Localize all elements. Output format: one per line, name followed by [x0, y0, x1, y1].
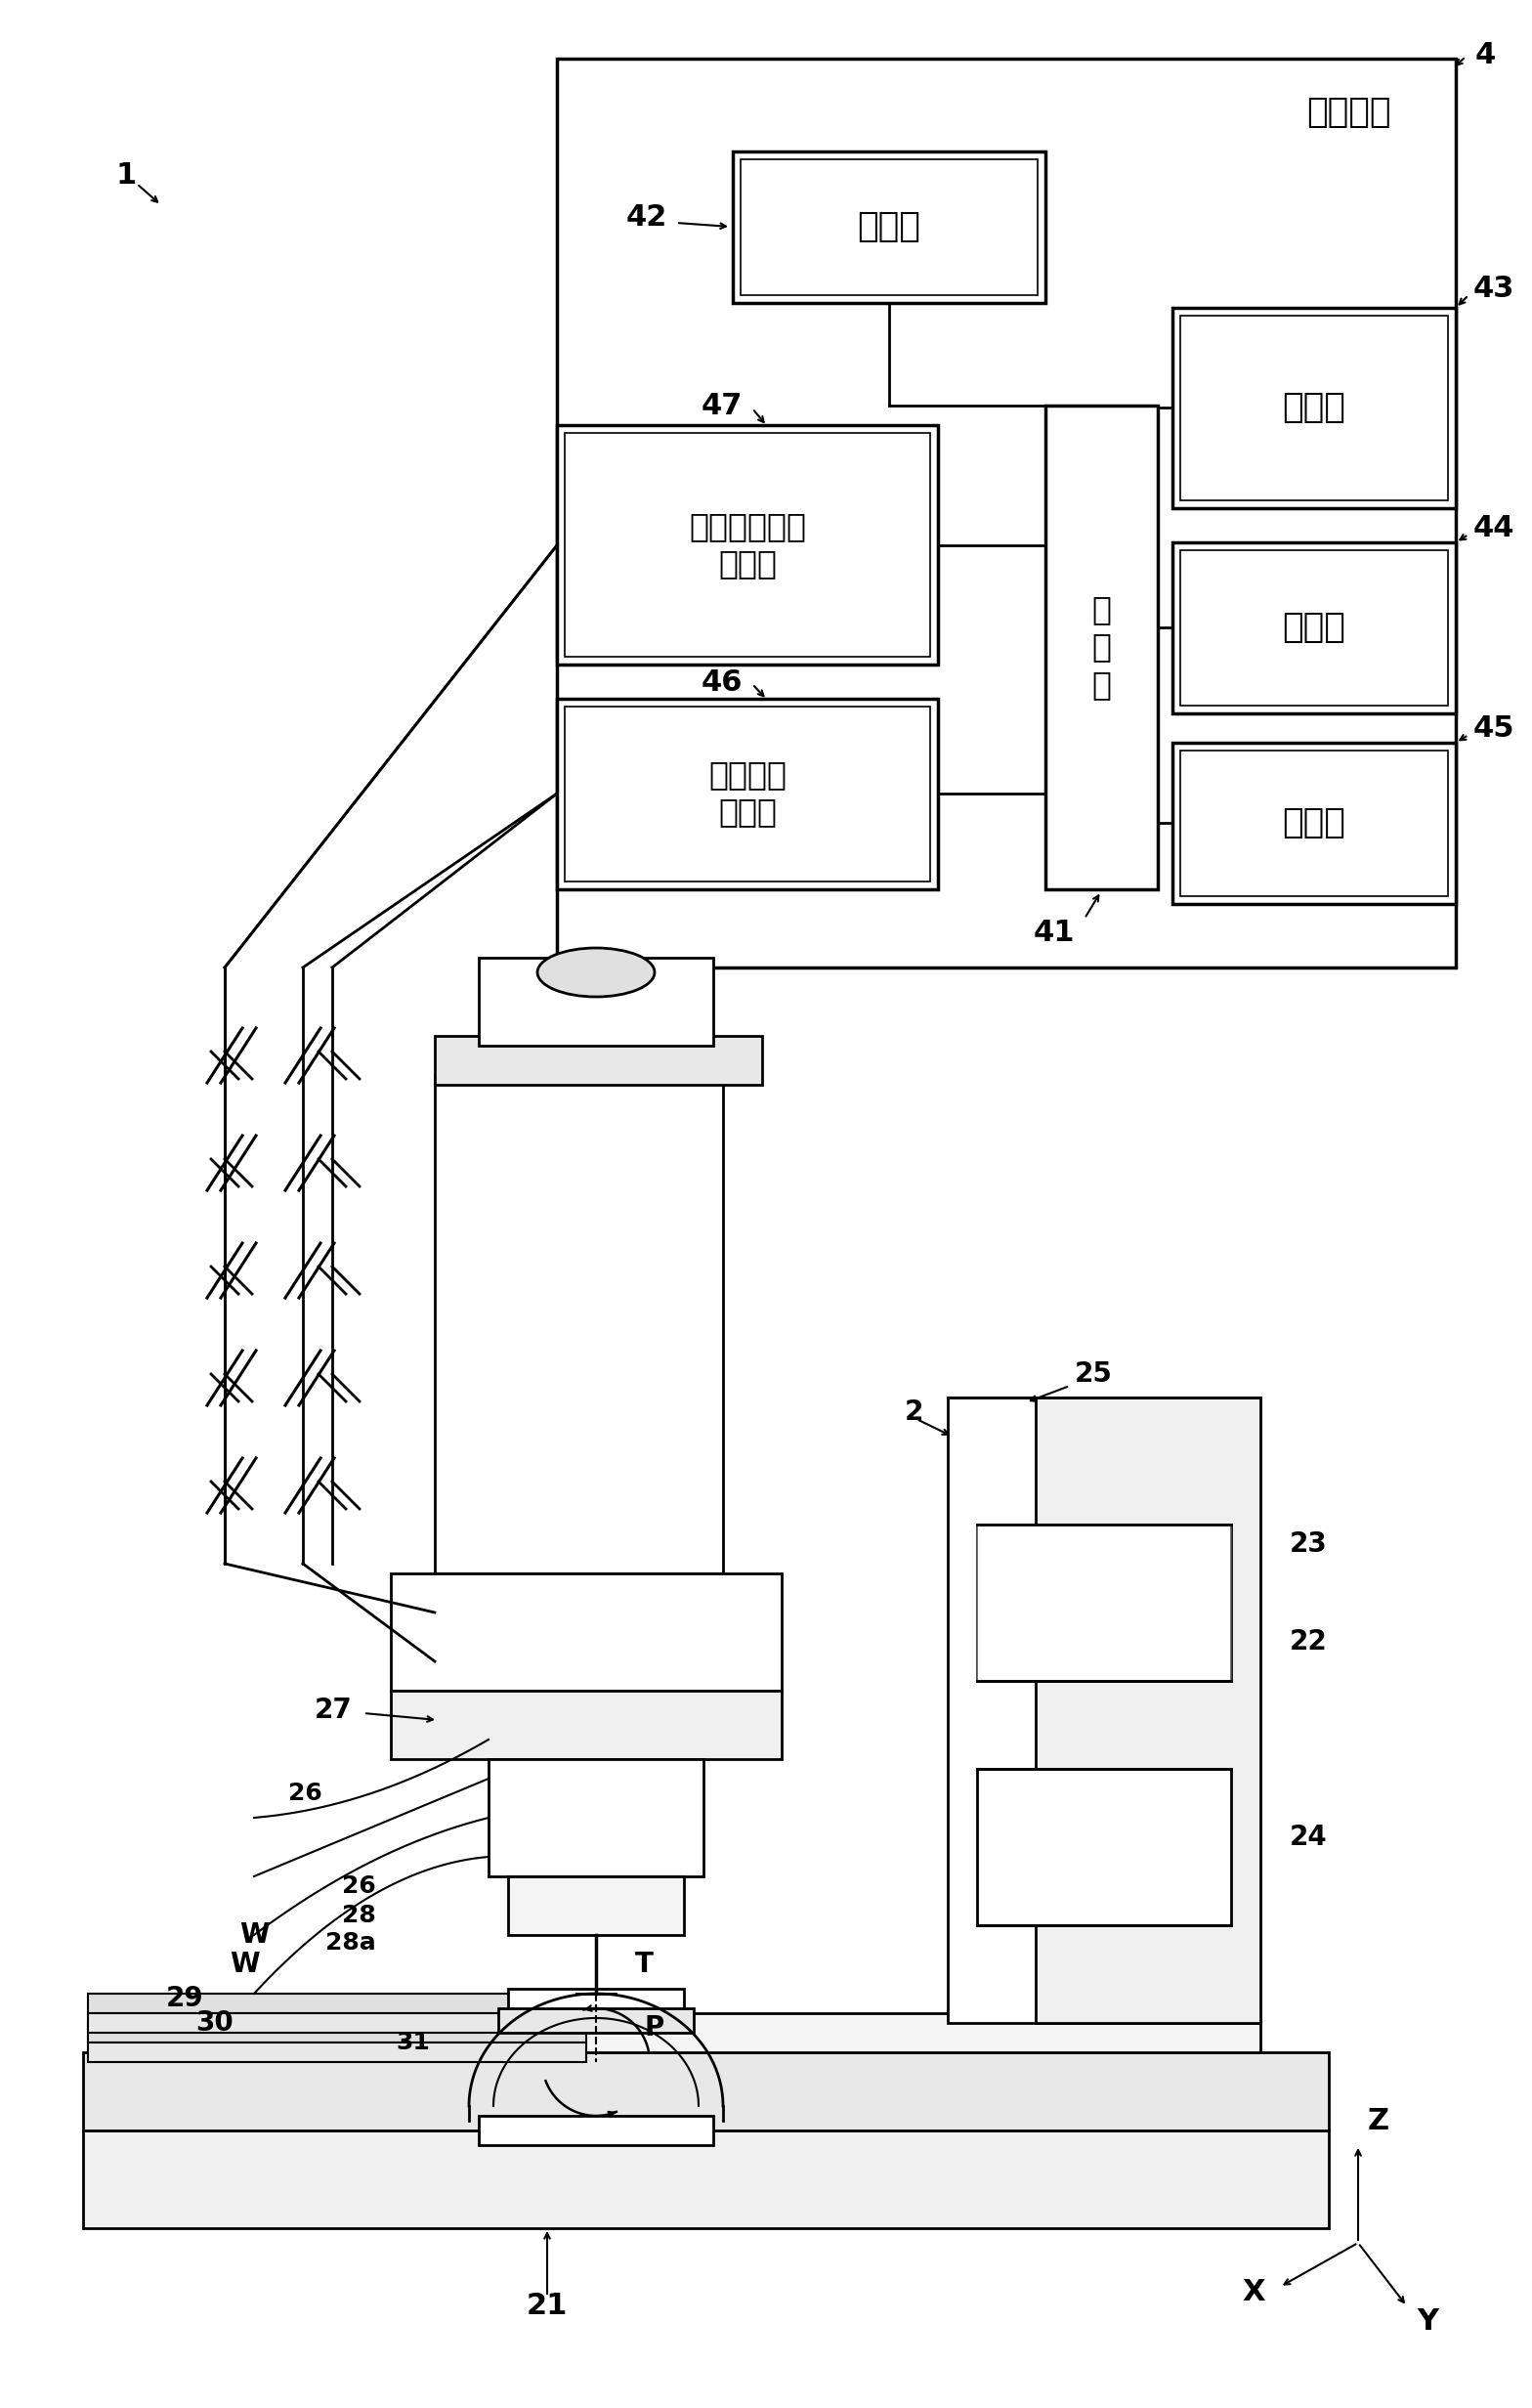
Text: 26: 26 — [342, 1873, 377, 1898]
Bar — [558, 698, 938, 889]
Bar — [565, 706, 930, 881]
Bar — [391, 1572, 781, 1690]
Bar — [391, 1690, 781, 1760]
Text: 45: 45 — [1474, 713, 1515, 742]
Bar — [87, 1994, 587, 2013]
Ellipse shape — [538, 949, 654, 997]
Text: 21: 21 — [527, 2292, 568, 2321]
Text: 47: 47 — [702, 393, 743, 419]
Bar — [435, 1035, 761, 1084]
Bar — [498, 2008, 694, 2032]
Text: 27: 27 — [314, 1698, 352, 1724]
Text: 26: 26 — [288, 1782, 322, 1806]
Text: 24: 24 — [1290, 1823, 1328, 1852]
Bar — [87, 2042, 587, 2061]
Bar — [478, 2117, 714, 2146]
Text: 31: 31 — [395, 2030, 430, 2054]
Bar — [732, 152, 1045, 303]
Text: W: W — [239, 1922, 270, 1948]
Text: W: W — [230, 1950, 259, 1977]
Text: 46: 46 — [702, 667, 743, 696]
Text: 存储部: 存储部 — [858, 209, 921, 243]
Bar — [977, 1524, 1232, 1681]
Bar — [1180, 315, 1448, 501]
Text: 设定部: 设定部 — [1282, 612, 1345, 643]
Bar — [1172, 742, 1455, 903]
Text: 控制装置: 控制装置 — [1307, 96, 1391, 130]
Bar — [1180, 549, 1448, 706]
Text: 29: 29 — [165, 1984, 204, 2013]
Text: 22: 22 — [1290, 1628, 1328, 1657]
Bar — [435, 1074, 723, 1572]
Text: Z: Z — [1368, 2107, 1390, 2136]
Bar — [977, 1524, 1232, 1681]
Text: 1: 1 — [115, 161, 136, 190]
Bar — [127, 2013, 1261, 2052]
Text: 25: 25 — [1075, 1361, 1112, 1387]
Bar — [489, 1760, 703, 1876]
Text: 28a: 28a — [326, 1931, 377, 1955]
Text: 加工工具旋转
驱动部: 加工工具旋转 驱动部 — [689, 510, 806, 580]
Bar — [558, 426, 938, 665]
Text: 44: 44 — [1474, 513, 1515, 542]
Bar — [1172, 308, 1455, 508]
Text: 23: 23 — [1290, 1531, 1328, 1558]
Bar — [740, 159, 1037, 296]
Bar — [509, 1876, 683, 1936]
Bar — [509, 1989, 683, 2013]
Text: 输入部: 输入部 — [1282, 390, 1345, 424]
Text: X: X — [1242, 2278, 1265, 2307]
Bar — [478, 958, 714, 1045]
Text: 28: 28 — [342, 1905, 377, 1926]
Text: 41: 41 — [1033, 917, 1075, 946]
Bar — [1172, 542, 1455, 713]
Bar — [1180, 751, 1448, 896]
Bar — [565, 433, 930, 657]
Bar — [83, 2052, 1328, 2131]
Text: 30: 30 — [196, 2008, 233, 2037]
Bar — [87, 2023, 587, 2042]
Bar — [558, 58, 1455, 968]
Text: T: T — [636, 1950, 654, 1977]
Bar — [87, 2013, 587, 2032]
Bar — [83, 2131, 1328, 2227]
Bar — [1036, 1397, 1261, 2023]
Text: 判断部: 判断部 — [1282, 807, 1345, 840]
Bar — [1045, 405, 1158, 889]
Bar — [948, 1397, 1261, 2023]
Text: P: P — [645, 2013, 665, 2042]
Text: 2: 2 — [904, 1399, 924, 1426]
Bar — [977, 1770, 1232, 1926]
Text: 42: 42 — [627, 202, 668, 231]
Text: 43: 43 — [1474, 275, 1515, 303]
Text: 控
制
部: 控 制 部 — [1091, 592, 1111, 701]
Text: 4: 4 — [1475, 41, 1497, 70]
Text: 移动机构
驱动部: 移动机构 驱动部 — [708, 759, 786, 828]
Text: Y: Y — [1417, 2307, 1439, 2336]
